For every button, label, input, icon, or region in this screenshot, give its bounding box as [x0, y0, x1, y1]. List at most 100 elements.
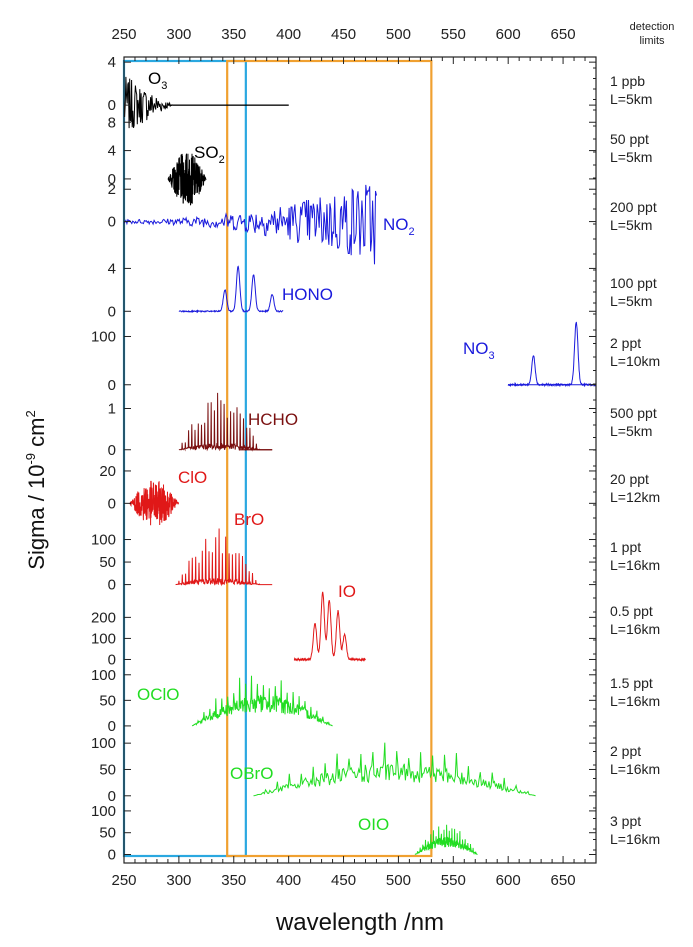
detection-limit-clo: 20 ppt — [610, 471, 649, 487]
spectrum-oclo — [191, 675, 333, 727]
detection-limit-oio: 3 ppt — [610, 813, 641, 829]
species-label-no2: NO2 — [383, 215, 415, 238]
spectrum-so2 — [167, 153, 207, 206]
y-tick-label: 100 — [91, 735, 116, 752]
species-label-oio: OIO — [358, 815, 389, 834]
x-tick-label-bottom: 500 — [386, 872, 411, 889]
species-label-no3: NO3 — [463, 339, 495, 362]
axes-layer: 2502503003003503504004004504505005005505… — [91, 26, 597, 889]
species-label-hono: HONO — [282, 285, 333, 304]
x-tick-label-bottom: 350 — [221, 872, 246, 889]
y-tick-label: 0 — [108, 651, 116, 668]
detection-path-oio: L=16km — [610, 831, 660, 847]
y-tick-label: 100 — [91, 803, 116, 820]
y-tick-label: 0 — [108, 718, 116, 735]
species-label-o3: O3 — [148, 69, 167, 92]
x-axis-label: wavelength /nm — [275, 909, 444, 936]
y-tick-label: 0 — [108, 97, 116, 114]
y-tick-label: 0 — [108, 171, 116, 188]
detection-limit-no2: 200 ppt — [610, 199, 657, 215]
y-tick-label: 1 — [108, 401, 116, 418]
species-label-oclo: OClO — [137, 685, 180, 704]
y-tick-label: 100 — [91, 630, 116, 647]
y-tick-label: 0 — [108, 788, 116, 805]
detection-path-so2: L=5km — [610, 149, 652, 165]
y-tick-label: 0 — [108, 847, 116, 864]
species-label-so2: SO2 — [194, 143, 225, 166]
x-tick-label-top: 350 — [221, 26, 246, 43]
spectrum-no3 — [507, 321, 597, 388]
x-tick-label-top: 400 — [276, 26, 301, 43]
y-tick-label: 50 — [99, 692, 116, 709]
species-label-clo: ClO — [178, 468, 207, 487]
x-tick-label-top: 500 — [386, 26, 411, 43]
detection-limit-hcho: 500 ppt — [610, 405, 657, 421]
y-tick-label: 50 — [99, 554, 116, 571]
detection-path-obro: L=16km — [610, 761, 660, 777]
x-tick-label-top: 450 — [331, 26, 356, 43]
x-tick-label-top: 550 — [441, 26, 466, 43]
species-label-bro: BrO — [234, 510, 264, 529]
spectra-layer — [123, 76, 597, 855]
x-tick-label-bottom: 250 — [111, 872, 136, 889]
detection-limit-obro: 2 ppt — [610, 743, 641, 759]
spectrum-bro — [175, 528, 273, 587]
x-tick-label-top: 600 — [496, 26, 521, 43]
y-tick-label: 4 — [108, 54, 116, 71]
x-tick-label-bottom: 300 — [166, 872, 191, 889]
x-tick-label-top: 650 — [551, 26, 576, 43]
detection-path-no3: L=10km — [610, 353, 660, 369]
detection-path-clo: L=12km — [610, 489, 660, 505]
detection-path-no2: L=5km — [610, 217, 652, 233]
y-tick-label: 4 — [108, 143, 116, 160]
y-tick-label: 100 — [91, 328, 116, 345]
y-tick-label: 4 — [108, 260, 116, 277]
x-tick-label-bottom: 650 — [551, 872, 576, 889]
spectrum-oio — [414, 824, 478, 855]
x-tick-label-bottom: 600 — [496, 872, 521, 889]
detection-path-hcho: L=5km — [610, 423, 652, 439]
detection-path-hono: L=5km — [610, 293, 652, 309]
spectrum-obro — [253, 742, 536, 797]
x-tick-label-bottom: 450 — [331, 872, 356, 889]
detection-limit-bro: 1 ppt — [610, 539, 641, 555]
x-tick-label-top: 300 — [166, 26, 191, 43]
detection-header: detection — [630, 21, 675, 33]
orange-window-box — [226, 59, 433, 858]
species-label-io: IO — [338, 582, 356, 601]
x-tick-label-bottom: 400 — [276, 872, 301, 889]
y-tick-label: 0 — [108, 214, 116, 231]
spectrum-no2 — [123, 184, 377, 265]
y-tick-label: 100 — [91, 532, 116, 549]
spectrum-clo — [129, 480, 180, 526]
species-label-hcho: HCHO — [248, 410, 298, 429]
detection-limit-oclo: 1.5 ppt — [610, 675, 653, 691]
y-tick-label: 50 — [99, 825, 116, 842]
y-tick-label: 0 — [108, 303, 116, 320]
species-label-obro: OBrO — [230, 764, 273, 783]
detection-path-io: L=16km — [610, 621, 660, 637]
plot-frame — [123, 56, 597, 864]
y-tick-label: 2 — [108, 181, 116, 198]
y-tick-label: 50 — [99, 761, 116, 778]
y-tick-label: 0 — [108, 442, 116, 459]
y-axis-label: Sigma / 10-9 cm2 — [23, 410, 49, 569]
detection-path-bro: L=16km — [610, 557, 660, 573]
y-tick-label: 0 — [108, 495, 116, 512]
spectrum-hcho — [178, 392, 273, 452]
y-tick-label: 0 — [108, 577, 116, 594]
y-tick-label: 20 — [99, 463, 116, 480]
spectrum-hono — [178, 265, 284, 314]
y-tick-label: 100 — [91, 667, 116, 684]
x-tick-label-top: 250 — [111, 26, 136, 43]
y-tick-label: 0 — [108, 377, 116, 394]
detection-limit-hono: 100 ppt — [610, 275, 657, 291]
detection-limit-so2: 50 ppt — [610, 131, 649, 147]
labels-layer: detection limits Sigma / 10-9 cm2 wavelengt… — [23, 21, 674, 936]
detection-limit-io: 0.5 ppt — [610, 603, 653, 619]
detection-limit-o3: 1 ppb — [610, 73, 645, 89]
detection-limit-no3: 2 ppt — [610, 335, 641, 351]
detection-header: limits — [639, 35, 665, 47]
x-tick-label-bottom: 550 — [441, 872, 466, 889]
